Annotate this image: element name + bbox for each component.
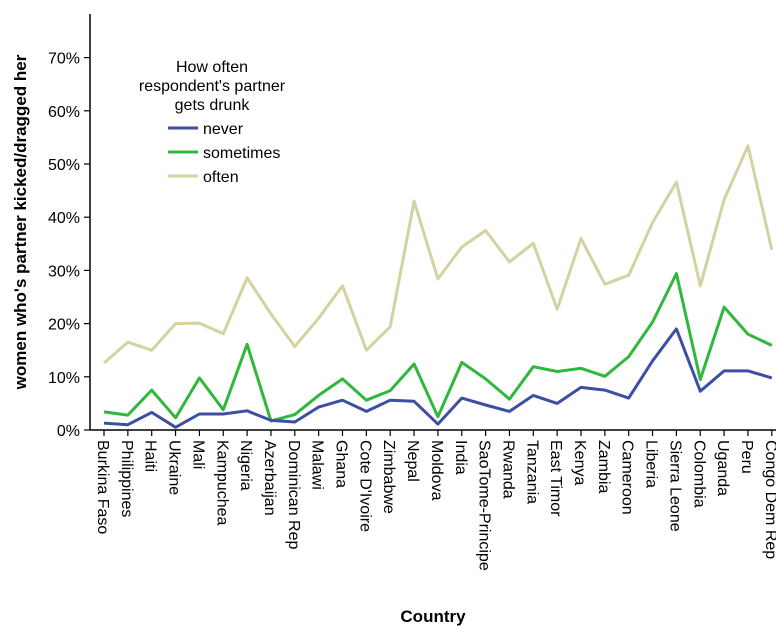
x-tick-label: Rwanda [499,440,516,499]
x-tick-label: Cote D'Ivoire [356,440,373,532]
legend-label-often: often [203,169,239,186]
legend: How often respondent's partner gets drun… [139,59,286,186]
x-tick-label: Philippines [118,440,135,517]
x-tick-label: Malawi [309,440,326,490]
y-tick-label: 40% [48,210,80,227]
series-line-never [104,329,772,427]
y-axis-title: women who's partner kicked/dragged her [11,54,30,390]
x-tick-label: Azerbaijan [261,440,278,516]
x-tick-label: Liberia [643,440,660,488]
plot-area [90,14,776,430]
x-tick-label: Haiti [142,440,159,472]
y-axis-ticks: 0% 10% 20% 30% 40% 50% 60% 70% [48,51,90,440]
series-lines [104,146,772,427]
x-tick-label: Ghana [333,440,350,488]
x-tick-label: East Timor [547,440,564,517]
x-tick-label: Moldova [428,440,445,501]
series-line-sometimes [104,274,772,421]
y-tick-label: 20% [48,317,80,334]
legend-title-line: respondent's partner [139,78,286,95]
legend-title-line: How often [176,59,248,76]
x-tick-label: Dominican Rep [285,440,302,549]
y-tick-label: 50% [48,157,80,174]
x-tick-label: Zimbabwe [380,440,397,514]
x-tick-label: Nigeria [237,440,254,491]
x-tick-label: Nepal [404,440,421,482]
legend-entries: never sometimes often [168,121,280,186]
y-tick-label: 0% [57,423,80,440]
legend-label-never: never [203,121,244,138]
x-tick-label: Tanzania [523,440,540,504]
y-tick-label: 10% [48,370,80,387]
y-tick-label: 30% [48,263,80,280]
x-axis-title: Country [400,607,466,626]
x-tick-label: Sierra Leone [666,440,683,532]
x-tick-label: Burkina Faso [94,440,111,534]
x-tick-label: Ukraine [166,440,183,495]
x-tick-label: India [452,440,469,475]
x-tick-label: Colombia [690,440,707,508]
x-tick-label: Kampuchea [213,440,230,525]
x-axis-ticks: Burkina Faso Philippines Haiti Ukraine Mali K… [94,430,776,571]
x-tick-label: Uganda [714,440,731,496]
legend-label-sometimes: sometimes [203,145,280,162]
x-tick-label: Mali [189,440,206,469]
x-tick-label: SaoTome-Principe [476,440,493,571]
x-tick-label: Peru [738,440,755,474]
legend-title-line: gets drunk [175,97,251,114]
x-tick-label: Congo Dem Rep [762,440,776,559]
x-tick-label: Zambia [595,440,612,493]
x-tick-label: Kenya [571,440,588,485]
y-tick-label: 60% [48,104,80,121]
x-tick-label: Cameroon [619,440,636,515]
y-tick-label: 70% [48,51,80,68]
